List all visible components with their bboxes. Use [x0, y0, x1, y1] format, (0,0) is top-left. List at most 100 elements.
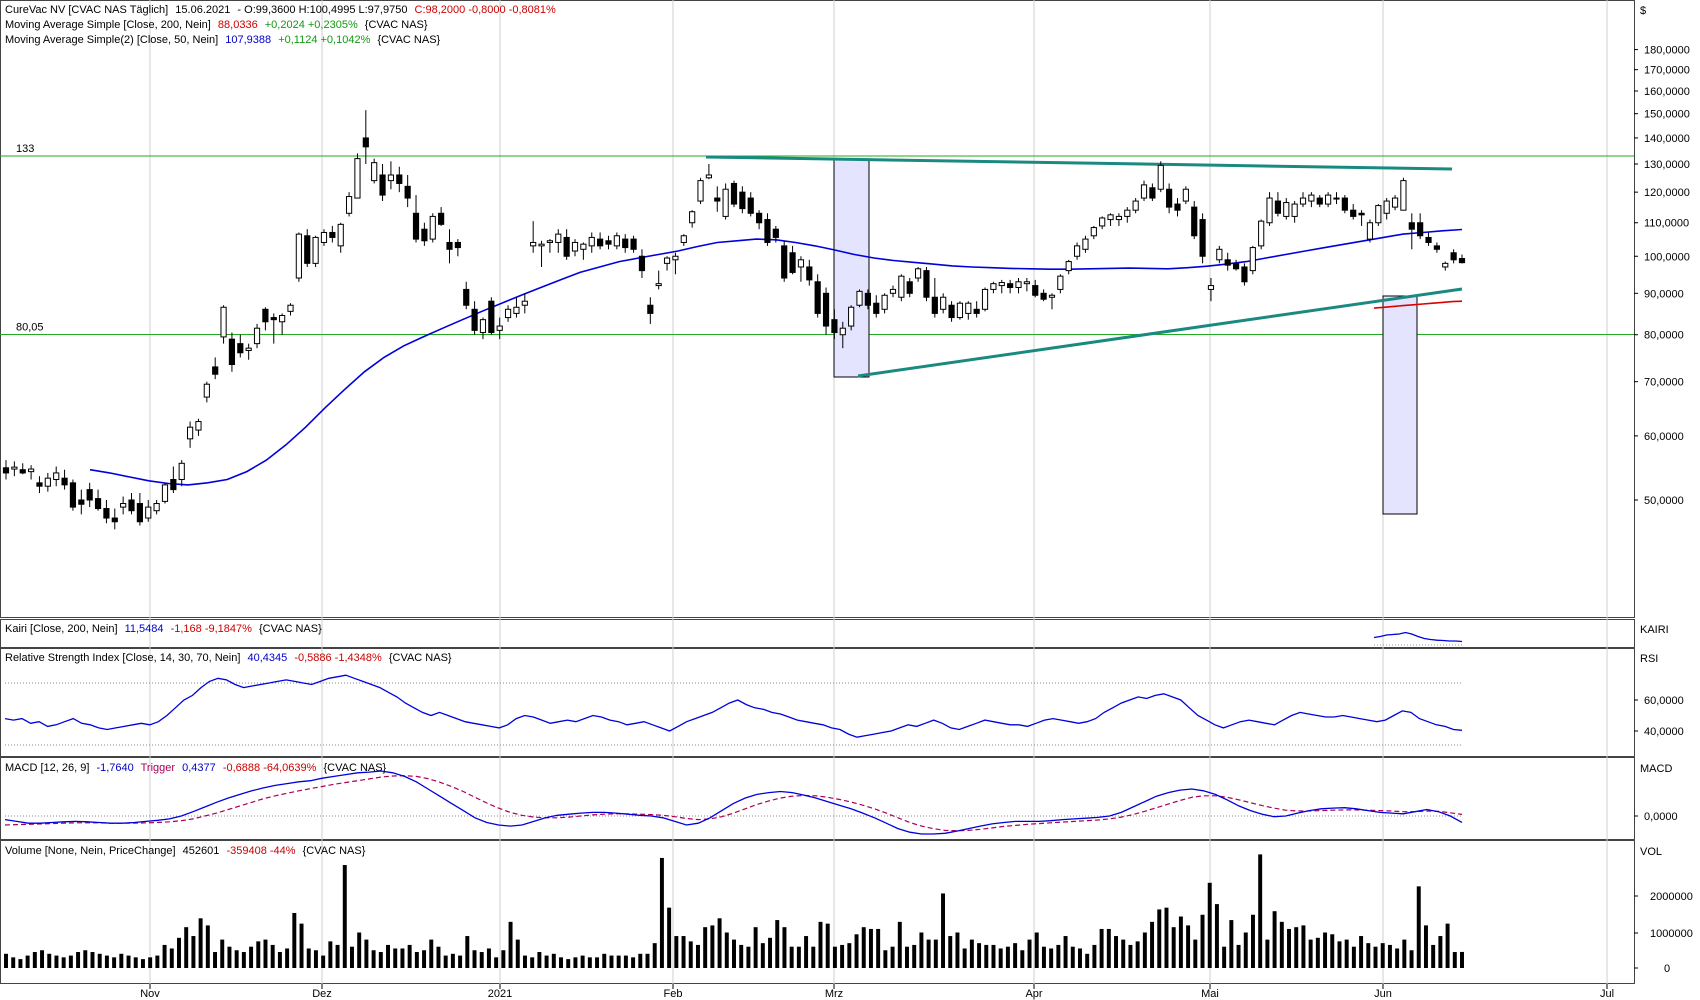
volume-bar — [1178, 916, 1183, 968]
candle — [1366, 219, 1374, 243]
volume-bar — [234, 950, 239, 968]
volume-bar — [133, 957, 138, 968]
candle-body — [948, 304, 955, 319]
candle-body — [889, 288, 897, 294]
candle-body — [1391, 197, 1399, 208]
candle-body — [580, 243, 587, 250]
x-tick-label: Jun — [1374, 988, 1392, 1000]
candle-body — [421, 228, 428, 242]
candle-body — [145, 506, 152, 519]
volume-bar — [645, 953, 650, 968]
candle — [889, 285, 897, 298]
volume-bar — [1020, 950, 1025, 968]
candle-body — [429, 215, 436, 240]
candle — [1007, 279, 1014, 294]
candle-body — [1383, 200, 1390, 214]
candle — [1199, 213, 1206, 264]
ma200-header: Moving Average Simple [Close, 200, Nein]… — [5, 19, 428, 31]
volume-bar — [1452, 952, 1457, 968]
candle — [287, 303, 294, 316]
volume-tick-1m-label: 1000000 — [1650, 928, 1693, 940]
candle-body — [2, 467, 10, 474]
candle-body — [128, 499, 135, 512]
volume-tick-2m-label: 2000000 — [1650, 891, 1693, 903]
candle — [379, 164, 386, 202]
candle — [797, 256, 805, 282]
candle — [471, 301, 478, 335]
volume-bar — [1438, 936, 1443, 968]
candle-body — [1090, 227, 1097, 237]
price-axis: $ 180,0000 170,0000 160,0000 150,0000 140,00… — [1634, 5, 1690, 507]
candle — [973, 301, 980, 318]
candle-body — [53, 472, 60, 481]
candle-body — [94, 498, 102, 510]
candle — [1132, 198, 1139, 214]
candle — [1391, 195, 1399, 211]
volume-bar — [1056, 944, 1061, 968]
volume-bar — [1063, 936, 1068, 968]
volume-bar — [566, 959, 571, 968]
volume-bar — [969, 939, 974, 968]
candle-body — [11, 466, 18, 470]
volume-panel-frame — [0, 840, 1635, 984]
volume-bar — [998, 948, 1003, 968]
candle — [747, 192, 754, 217]
candle — [1124, 207, 1131, 223]
candle — [730, 180, 738, 208]
macd-change: -0,6888 -64,0639% — [223, 762, 317, 774]
kairi-change: -1,168 -9,1847% — [171, 623, 253, 635]
volume-bar — [948, 936, 953, 968]
annotation-box-march[interactable] — [833, 158, 870, 378]
candle — [956, 301, 964, 320]
volume-panel: Volume [None, Nein, PriceChange] 452601 … — [4, 845, 1693, 975]
volume-bar — [119, 953, 124, 968]
volume-bar — [717, 918, 722, 968]
lower-trendline[interactable] — [857, 287, 1463, 378]
volume-bar — [1171, 927, 1176, 968]
volume-bar — [674, 936, 679, 968]
candle — [245, 343, 252, 360]
candle — [714, 186, 721, 212]
macd-panel: MACD [12, 26, 9] -1,7640 Trigger 0,4377 … — [4, 762, 1678, 835]
candle-body — [998, 282, 1005, 287]
candle — [1375, 204, 1382, 226]
candle-body — [1007, 283, 1014, 288]
macd-source: {CVAC NAS} — [323, 762, 386, 774]
candle-body — [203, 383, 210, 398]
x-axis-labels: Nov Dez 2021 Feb Mrz Apr Mai Jun Jul — [140, 984, 1614, 1000]
candle-body — [647, 304, 654, 314]
candle-body — [245, 347, 252, 351]
candle-body — [806, 266, 813, 281]
candle-body — [496, 325, 503, 331]
macd-header: MACD [12, 26, 9] -1,7640 Trigger 0,4377 … — [5, 762, 387, 774]
volume-bar — [321, 955, 326, 968]
candle-body — [931, 296, 938, 314]
volume-bar — [465, 936, 470, 968]
main-header: CureVac NV [CVAC NAS Täglich] 15.06.2021… — [5, 4, 556, 46]
candle — [1048, 293, 1056, 310]
candle — [161, 482, 169, 504]
volume-bar — [292, 912, 297, 968]
candle — [1057, 274, 1064, 294]
volume-bar — [1186, 925, 1191, 968]
candle — [630, 235, 637, 253]
volume-bar — [724, 932, 729, 968]
volume-bar — [854, 934, 859, 968]
candle-body — [404, 185, 411, 199]
volume-bar — [25, 955, 30, 968]
volume-bar — [422, 950, 427, 968]
candle — [371, 158, 378, 184]
candle — [195, 418, 202, 436]
candle-body — [379, 174, 386, 196]
upper-trendline[interactable] — [705, 155, 1453, 171]
volume-bar — [177, 937, 181, 968]
volume-bar — [400, 948, 405, 968]
volume-bar — [595, 957, 600, 968]
candle-body — [111, 517, 118, 523]
volume-bar — [991, 944, 996, 968]
candle — [1207, 278, 1215, 302]
annotation-box-june[interactable] — [1382, 295, 1418, 515]
kairi-panel: Kairi [Close, 200, Nein] 11,5484 -1,168 … — [5, 623, 1669, 646]
candle-body — [438, 212, 445, 225]
candle — [304, 229, 311, 267]
